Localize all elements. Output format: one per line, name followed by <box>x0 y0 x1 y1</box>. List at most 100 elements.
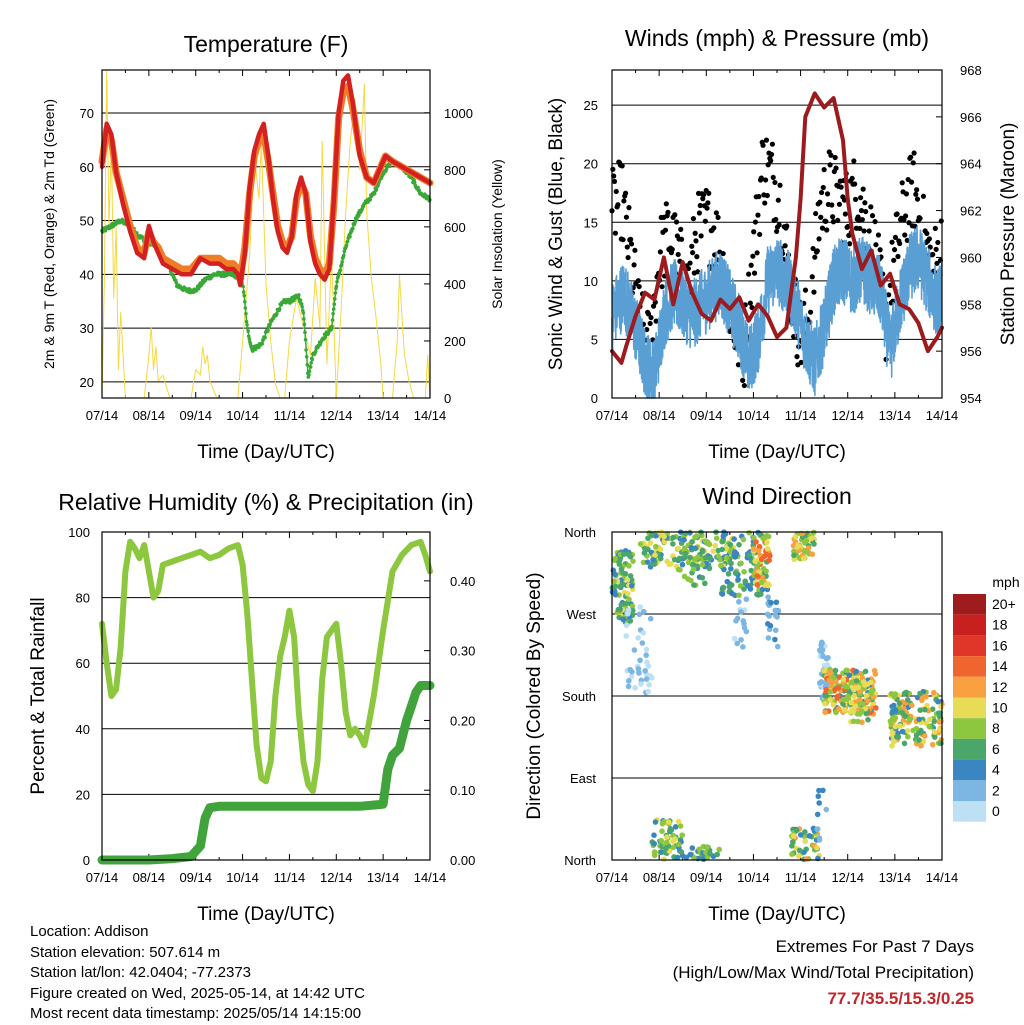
wind-xtick-label: 08/14 <box>643 408 676 423</box>
temp-xlabel: Time (Day/UTC) <box>197 442 335 463</box>
dir-point <box>661 856 667 863</box>
dir-point <box>685 559 692 566</box>
dir-point <box>753 539 759 545</box>
dir-point <box>797 832 804 838</box>
dir-point <box>650 557 656 563</box>
wind-gust-point <box>624 244 630 250</box>
dir-point <box>731 635 738 642</box>
dir-point <box>938 740 944 747</box>
dir-point <box>620 616 626 623</box>
dir-point <box>740 536 747 543</box>
wind-gust-point <box>715 214 721 221</box>
dir-point <box>670 541 676 547</box>
wind-gust-point <box>913 191 919 197</box>
dir-xtick-label: 09/14 <box>690 870 723 885</box>
dir-point <box>736 541 742 548</box>
wind-gust-point <box>662 227 669 233</box>
wind-gust-point <box>821 167 827 173</box>
dir-point <box>766 552 773 559</box>
dir-point <box>688 544 695 551</box>
wind-gust-point <box>833 165 839 171</box>
dir-point <box>904 696 911 703</box>
dir-point <box>707 555 713 561</box>
wind-gust-point <box>689 243 695 249</box>
wind-gust-point <box>611 178 618 185</box>
wind-ytick-label: 20 <box>584 157 598 172</box>
dir-point <box>721 566 727 573</box>
dir-point <box>714 851 720 858</box>
wind-gust-point <box>934 260 940 266</box>
dir-frame: Wind Direction Time (Day/UTC) 07/14 08/14 09… <box>596 483 959 925</box>
wind-gust-point <box>818 214 824 220</box>
dir-point <box>724 578 731 585</box>
wind-gust-point <box>813 210 819 217</box>
wind-gust-point <box>752 219 759 225</box>
dir-point <box>713 535 720 542</box>
speed-legend-label: 14 <box>992 658 1008 674</box>
dir-point <box>802 829 808 835</box>
dir-point <box>931 718 938 725</box>
dir-point <box>765 594 771 600</box>
dir-point <box>643 676 650 682</box>
rh-xtick-label: 11/14 <box>274 870 306 885</box>
dir-point <box>916 730 922 736</box>
dir-point <box>640 630 647 636</box>
dir-point <box>765 533 772 540</box>
dir-point <box>651 849 658 855</box>
dir-point <box>725 571 732 577</box>
dir-point <box>638 681 644 687</box>
dir-point <box>687 851 694 858</box>
wind-xtick-label: 07/14 <box>596 408 629 423</box>
dir-point <box>626 596 632 603</box>
wind-gust-point <box>648 314 654 321</box>
dir-title: Wind Direction <box>702 483 852 509</box>
dir-point <box>635 666 642 672</box>
dir-point <box>688 577 694 584</box>
wind-gust-point <box>866 228 872 234</box>
dir-point <box>644 559 651 565</box>
wind-ytick-label: 25 <box>584 98 598 113</box>
wind-gust-point <box>758 175 764 181</box>
dir-point <box>661 533 667 540</box>
dir-point <box>755 548 762 554</box>
wind-gust-point <box>897 240 903 247</box>
wind-gust-point <box>706 190 712 196</box>
wind-gust-point <box>902 232 908 238</box>
rh-xtick-label: 13/14 <box>367 870 400 885</box>
dir-point <box>618 566 625 572</box>
dir-point <box>733 550 740 557</box>
dir-point <box>663 839 670 846</box>
wind-gust-point <box>615 202 621 208</box>
temp-border <box>101 69 431 399</box>
wind-gust-point <box>644 326 650 333</box>
speed-legend-swatch <box>953 801 986 822</box>
dir-point <box>920 738 927 745</box>
wind-gust-point <box>858 195 864 201</box>
rh-xtick-label: 07/14 <box>86 870 119 885</box>
dir-point <box>909 702 915 709</box>
extremes-values: 77.7/35.5/15.3/0.25 <box>827 989 974 1008</box>
rh-xlabel: Time (Day/UTC) <box>197 904 335 925</box>
dir-point <box>626 563 632 569</box>
wind-gust-point <box>784 223 790 229</box>
speed-legend-label: 8 <box>992 720 1000 736</box>
dir-point <box>899 728 906 735</box>
dir-point <box>791 552 797 559</box>
dir-point <box>791 548 797 555</box>
dir-point <box>843 667 850 674</box>
dir-point <box>728 582 735 588</box>
dir-point <box>890 702 897 709</box>
wind-gust-point <box>819 225 826 231</box>
dir-point <box>628 582 635 589</box>
dir-point <box>662 845 669 852</box>
temp-xtick-label: 08/14 <box>133 408 166 423</box>
dir-point <box>674 854 681 861</box>
wind-gust-point <box>860 186 866 192</box>
dir-point <box>623 622 630 629</box>
dir-point <box>935 698 941 705</box>
dir-point <box>764 539 770 546</box>
dir-point <box>850 718 857 725</box>
wind-gust-point <box>620 237 626 243</box>
rh-y2tick-label: 0.40 <box>450 574 475 589</box>
wind-y2tick-label: 966 <box>960 110 982 125</box>
